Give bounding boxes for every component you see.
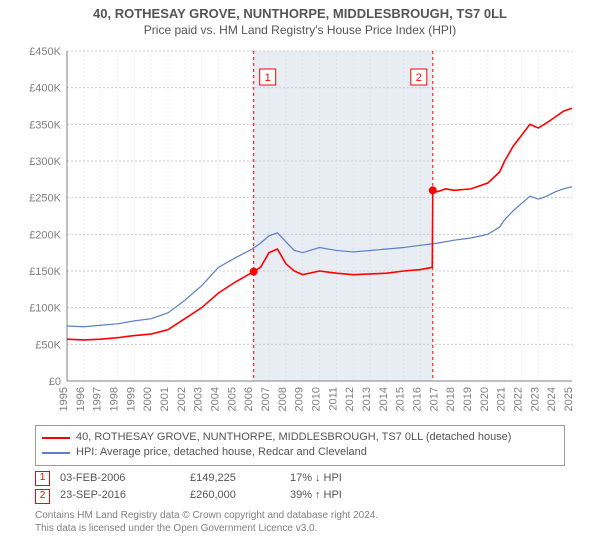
svg-text:2023: 2023 xyxy=(529,387,541,411)
svg-text:2020: 2020 xyxy=(479,387,491,411)
arrow-up-icon: ↑ xyxy=(315,487,321,505)
sales-table: 1 03-FEB-2006£149,22517%↓HPI 2 23-SEP-2016£… xyxy=(35,470,565,505)
svg-text:£400K: £400K xyxy=(29,83,61,95)
svg-text:2014: 2014 xyxy=(378,387,390,411)
svg-text:2005: 2005 xyxy=(226,387,238,411)
svg-text:2002: 2002 xyxy=(176,387,188,411)
svg-text:£0: £0 xyxy=(49,376,61,388)
svg-text:1995: 1995 xyxy=(58,387,70,411)
svg-text:2025: 2025 xyxy=(563,387,575,411)
svg-text:2017: 2017 xyxy=(428,387,440,411)
footer: Contains HM Land Registry data © Crown c… xyxy=(35,509,565,535)
svg-text:2000: 2000 xyxy=(142,387,154,411)
legend-label: HPI: Average price, detached house, Redc… xyxy=(76,445,367,460)
legend-row: HPI: Average price, detached house, Redc… xyxy=(42,445,558,460)
sale-diff: 39%↑HPI xyxy=(290,487,410,505)
legend-row: 40, ROTHESAY GROVE, NUNTHORPE, MIDDLESBR… xyxy=(42,430,558,445)
arrow-down-icon: ↓ xyxy=(315,470,321,488)
legend-swatch xyxy=(42,437,70,439)
svg-text:2001: 2001 xyxy=(159,387,171,411)
legend: 40, ROTHESAY GROVE, NUNTHORPE, MIDDLESBR… xyxy=(35,425,565,466)
price-chart-page: 40, ROTHESAY GROVE, NUNTHORPE, MIDDLESBR… xyxy=(0,0,600,560)
svg-text:£50K: £50K xyxy=(35,339,61,351)
sale-date: 03-FEB-2006 xyxy=(60,470,190,488)
svg-text:2016: 2016 xyxy=(412,387,424,411)
sale-price: £149,225 xyxy=(190,470,290,488)
svg-text:2009: 2009 xyxy=(294,387,306,411)
legend-swatch xyxy=(42,452,70,454)
svg-text:2022: 2022 xyxy=(513,387,525,411)
page-subtitle: Price paid vs. HM Land Registry's House … xyxy=(0,23,600,37)
line-chart: £0 £50K £100K £150K £200K £250K £300K £350K £400… xyxy=(15,41,585,421)
svg-text:£150K: £150K xyxy=(29,266,61,278)
sale-row: 2 23-SEP-2016£260,00039%↑HPI xyxy=(35,487,565,505)
svg-text:£250K: £250K xyxy=(29,193,61,205)
svg-text:2007: 2007 xyxy=(260,387,272,411)
svg-text:2012: 2012 xyxy=(344,387,356,411)
svg-text:2006: 2006 xyxy=(243,387,255,411)
sale-marker: 2 xyxy=(35,489,50,504)
svg-text:2018: 2018 xyxy=(445,387,457,411)
footer-line: Contains HM Land Registry data © Crown c… xyxy=(35,509,565,522)
legend-label: 40, ROTHESAY GROVE, NUNTHORPE, MIDDLESBR… xyxy=(76,430,511,445)
svg-text:2013: 2013 xyxy=(361,387,373,411)
sale-date: 23-SEP-2016 xyxy=(60,487,190,505)
svg-text:2: 2 xyxy=(416,72,422,84)
sale-price: £260,000 xyxy=(190,487,290,505)
svg-text:2008: 2008 xyxy=(277,387,289,411)
sale-marker: 1 xyxy=(35,471,50,486)
svg-text:£100K: £100K xyxy=(29,303,61,315)
svg-text:£450K: £450K xyxy=(29,46,61,58)
svg-text:2024: 2024 xyxy=(546,387,558,411)
chart-container: £0 £50K £100K £150K £200K £250K £300K £350K £400… xyxy=(15,41,585,421)
svg-text:2010: 2010 xyxy=(311,387,323,411)
svg-text:1996: 1996 xyxy=(75,387,87,411)
svg-text:£300K: £300K xyxy=(29,156,61,168)
svg-text:2003: 2003 xyxy=(193,387,205,411)
svg-text:1997: 1997 xyxy=(92,387,104,411)
svg-text:£200K: £200K xyxy=(29,229,61,241)
svg-text:2015: 2015 xyxy=(395,387,407,411)
svg-text:2011: 2011 xyxy=(327,387,339,411)
svg-text:2021: 2021 xyxy=(496,387,508,411)
page-title: 40, ROTHESAY GROVE, NUNTHORPE, MIDDLESBR… xyxy=(0,6,600,23)
svg-text:£350K: £350K xyxy=(29,119,61,131)
sale-diff: 17%↓HPI xyxy=(290,470,410,488)
footer-line: This data is licensed under the Open Gov… xyxy=(35,522,565,535)
svg-text:1999: 1999 xyxy=(125,387,137,411)
sale-row: 1 03-FEB-2006£149,22517%↓HPI xyxy=(35,470,565,488)
svg-text:1998: 1998 xyxy=(109,387,121,411)
svg-text:2019: 2019 xyxy=(462,387,474,411)
svg-text:2004: 2004 xyxy=(210,387,222,411)
svg-text:1: 1 xyxy=(265,72,271,84)
